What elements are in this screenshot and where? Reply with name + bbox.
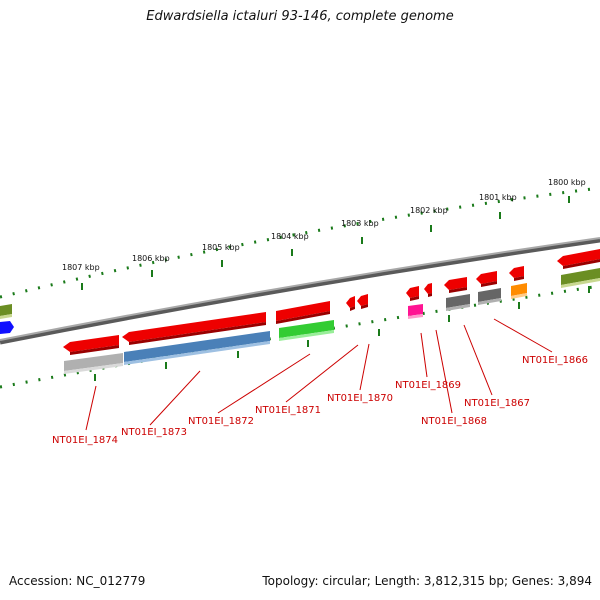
gene-label-nt01ei-1871[interactable]: NT01EI_1871	[255, 405, 321, 416]
kbp-label: 1800 kbp	[548, 178, 586, 187]
gene-arrow-nt01ei-1867a[interactable]	[444, 277, 467, 293]
gene-track	[63, 249, 600, 355]
kbp-label: 1807 kbp	[62, 263, 100, 272]
gene-label-nt01ei-1870[interactable]: NT01EI_1870	[327, 393, 393, 404]
gene-arrow-nt01ei-1873[interactable]	[122, 312, 266, 345]
gene-arrow-nt01ei-1866[interactable]	[509, 266, 524, 281]
outer-major-ticks	[81, 196, 570, 290]
cog-block-magenta[interactable]	[408, 304, 423, 319]
cog-track	[0, 268, 600, 374]
gene-arrow-nt01ei-1870[interactable]	[357, 294, 368, 309]
gene-label-nt01ei-1866[interactable]: NT01EI_1866	[522, 355, 588, 366]
cog-block-edge-right-olive[interactable]	[561, 268, 600, 288]
inner-major-ticks	[94, 286, 590, 381]
cog-block-darkgrey-2[interactable]	[478, 288, 501, 305]
gene-arrow-nt01ei-1868[interactable]	[424, 283, 432, 297]
kbp-label: 1805 kbp	[202, 243, 240, 252]
gene-arrow-nt01ei-1874[interactable]	[63, 335, 119, 355]
inner-tick-track	[0, 284, 600, 389]
gene-arrow-edge-right[interactable]	[557, 249, 600, 269]
kbp-labels: 1807 kbp 1806 kbp 1805 kbp 1804 kbp 1803…	[62, 178, 586, 272]
cog-block-blue[interactable]	[124, 331, 270, 365]
genome-backbone	[0, 237, 600, 345]
gene-label-nt01ei-1868[interactable]: NT01EI_1868	[421, 416, 487, 427]
gene-arrow-nt01ei-1872[interactable]	[276, 301, 330, 324]
kbp-label: 1806 kbp	[132, 254, 170, 263]
topology-info: Topology: circular; Length: 3,812,315 bp…	[262, 574, 592, 588]
outer-tick-dots	[0, 186, 600, 299]
cog-block-green[interactable]	[279, 320, 334, 341]
cog-block-edge-left-blue[interactable]	[0, 321, 14, 334]
gene-label-nt01ei-1869[interactable]: NT01EI_1869	[395, 380, 461, 391]
cog-block-orange[interactable]	[511, 283, 527, 299]
kbp-label: 1804 kbp	[271, 232, 309, 241]
cog-block-edge-left-olive[interactable]	[0, 304, 12, 319]
label-leader-lines	[85, 318, 553, 431]
accession-info: Accession: NC_012779	[9, 574, 146, 588]
outer-tick-track	[0, 186, 600, 299]
gene-label-nt01ei-1873[interactable]: NT01EI_1873	[121, 427, 187, 438]
map-title: Edwardsiella ictaluri 93-146, complete g…	[146, 9, 454, 24]
gene-label-nt01ei-1874[interactable]: NT01EI_1874	[52, 435, 118, 446]
kbp-label: 1801 kbp	[479, 193, 517, 202]
gene-label-nt01ei-1872[interactable]: NT01EI_1872	[188, 416, 254, 427]
cog-block-darkgrey-1[interactable]	[446, 294, 470, 311]
gene-arrow-nt01ei-1869[interactable]	[406, 286, 419, 301]
gene-label-nt01ei-1867[interactable]: NT01EI_1867	[464, 398, 530, 409]
kbp-label: 1803 kbp	[341, 219, 379, 228]
gene-arrow-nt01ei-1867b[interactable]	[476, 271, 497, 287]
gene-arrow-nt01ei-1871[interactable]	[346, 296, 355, 311]
gene-labels: NT01EI_1874 NT01EI_1873 NT01EI_1872 NT01…	[52, 355, 588, 446]
cog-block-grey[interactable]	[64, 353, 123, 374]
kbp-label: 1802 kbp	[410, 206, 448, 215]
